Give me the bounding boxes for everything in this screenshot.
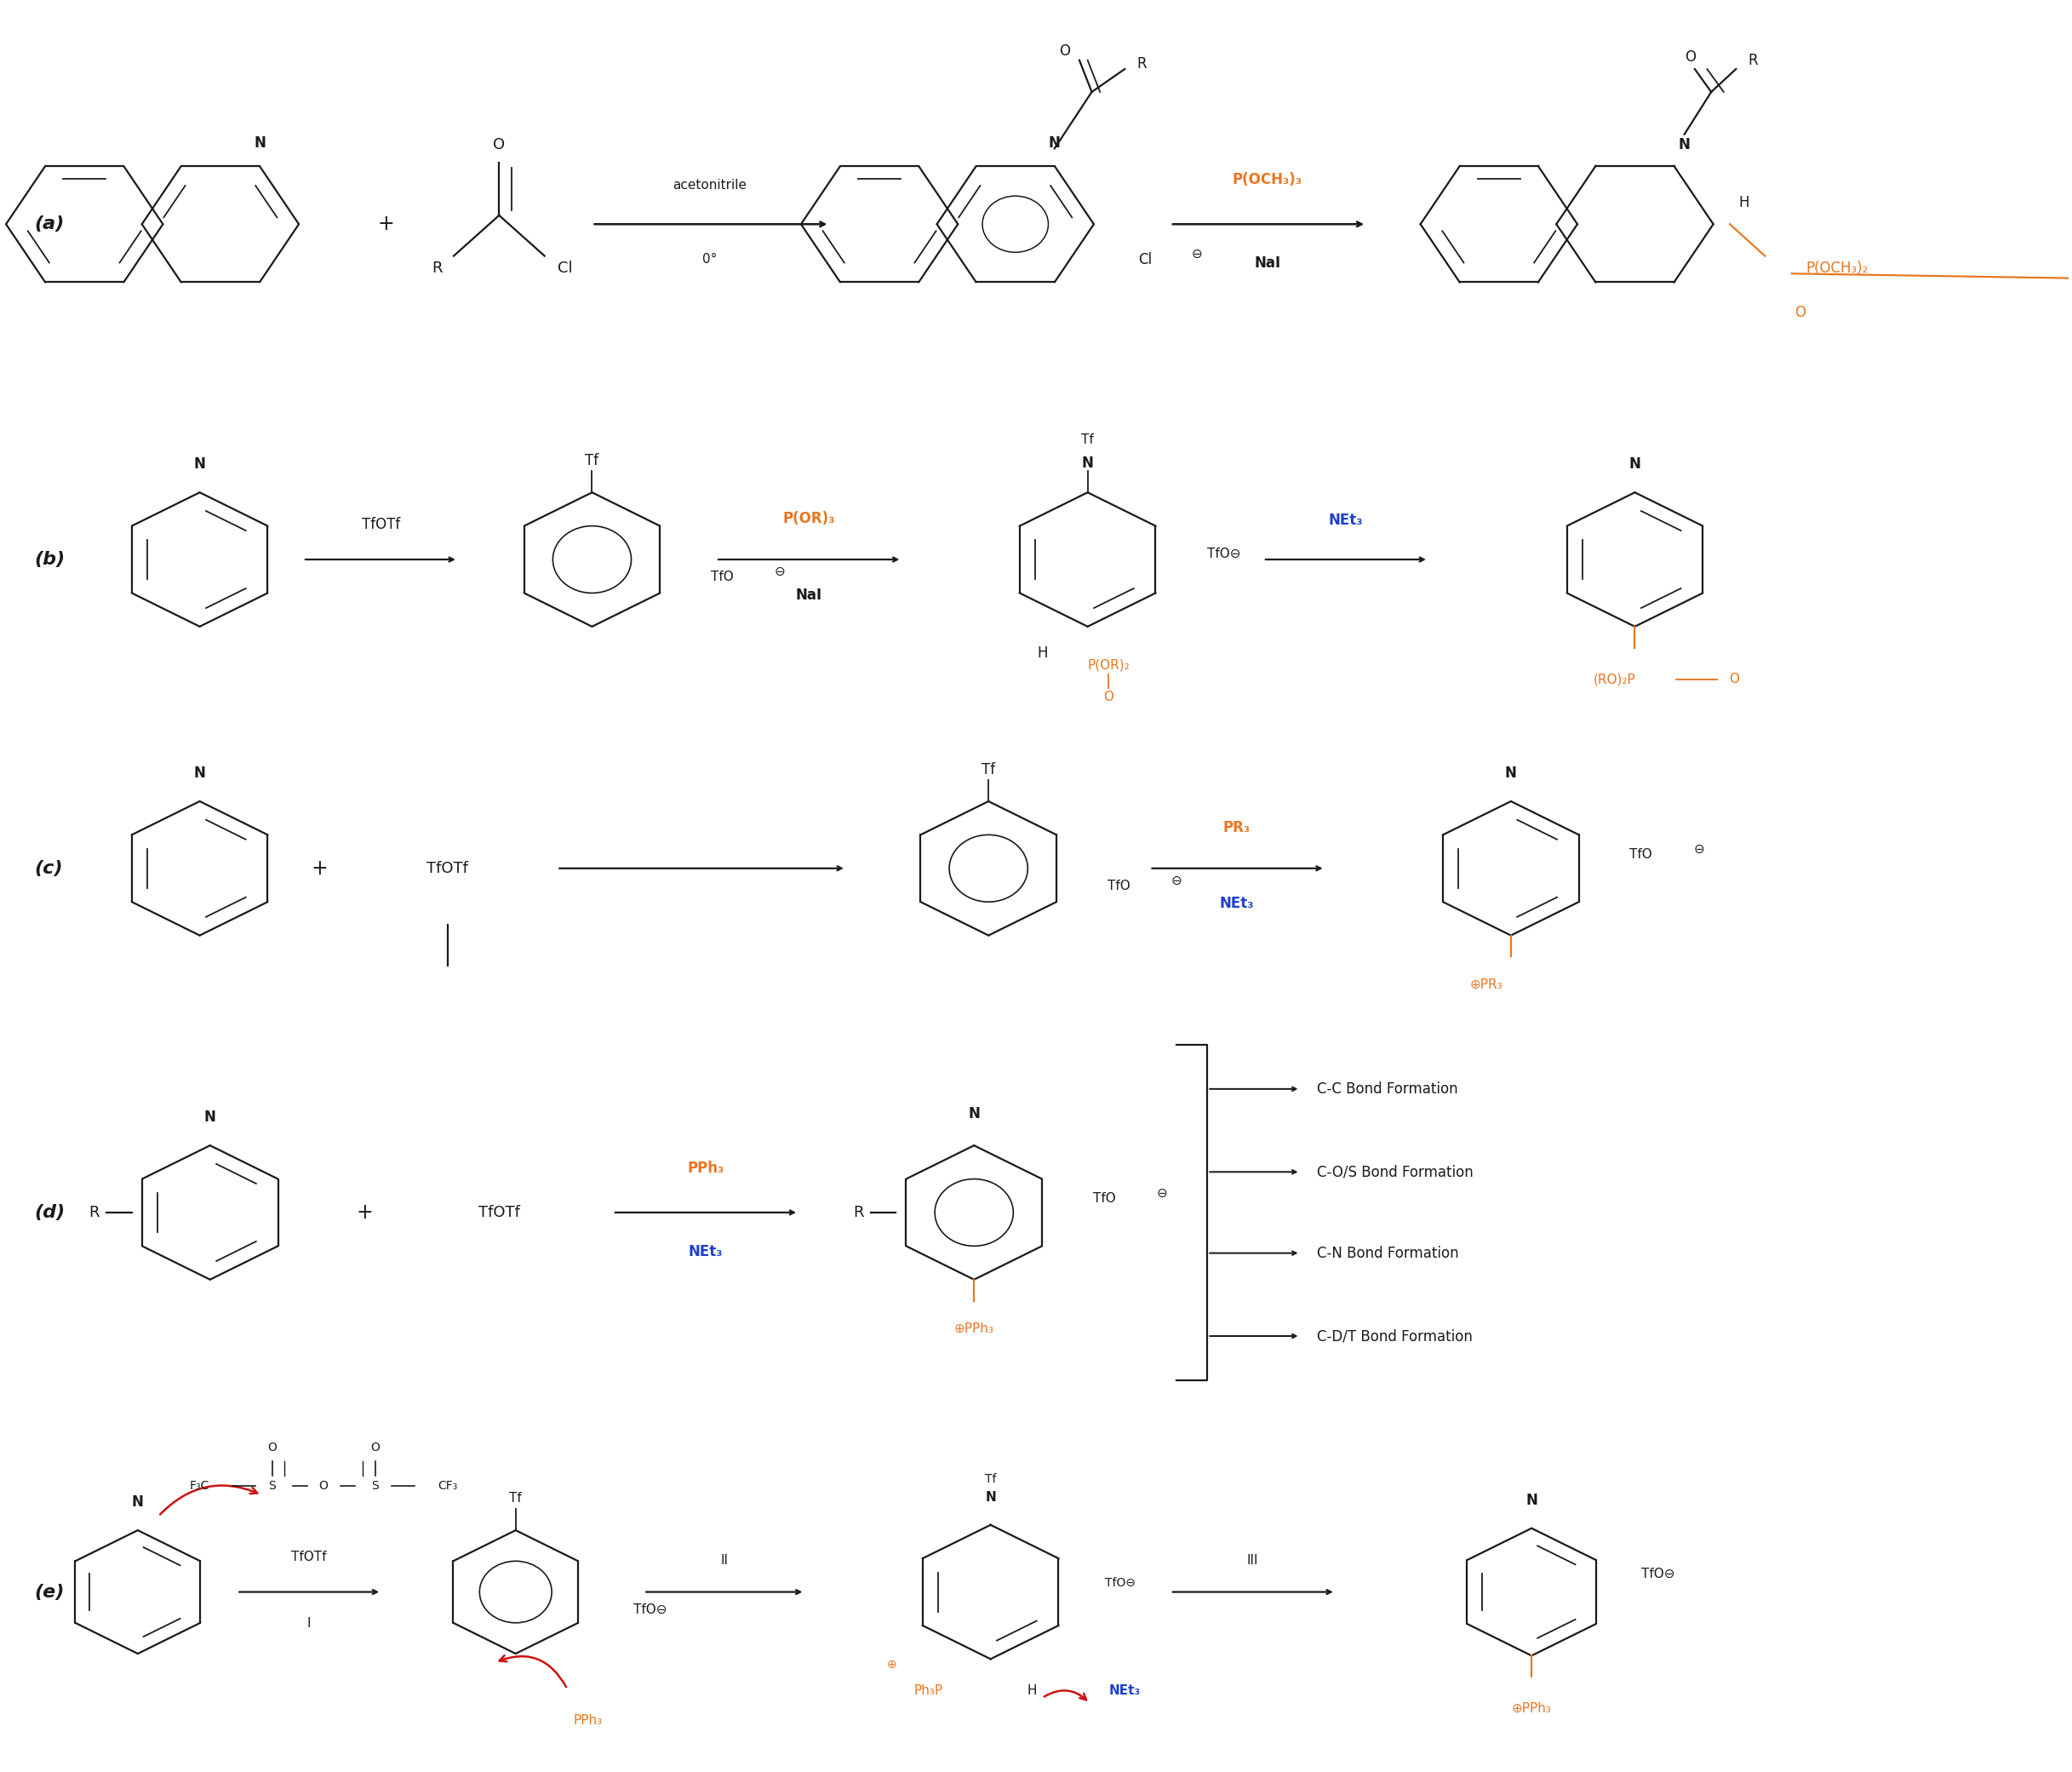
Text: acetonitrile: acetonitrile	[673, 179, 746, 191]
Text: S: S	[371, 1480, 379, 1492]
Text: ⊖: ⊖	[1693, 842, 1705, 856]
Text: N: N	[1629, 457, 1641, 471]
Text: N: N	[1504, 766, 1517, 781]
FancyArrowPatch shape	[1044, 1690, 1086, 1699]
Text: N: N	[195, 457, 205, 471]
Text: TfO: TfO	[1631, 847, 1651, 861]
Text: NEt₃: NEt₃	[1328, 514, 1363, 528]
Text: O: O	[1794, 305, 1805, 321]
Text: NEt₃: NEt₃	[688, 1244, 723, 1258]
Text: CF₃: CF₃	[437, 1480, 458, 1492]
Text: P(OCH₃)₃: P(OCH₃)₃	[1233, 172, 1301, 188]
Text: TfOTf: TfOTf	[292, 1550, 327, 1563]
Text: Tf: Tf	[584, 454, 599, 468]
Text: TfO: TfO	[711, 571, 733, 583]
Text: ⊖: ⊖	[1156, 1187, 1167, 1200]
Text: O: O	[1102, 691, 1113, 703]
Text: O: O	[319, 1480, 327, 1492]
Text: ⊖: ⊖	[1191, 248, 1202, 260]
Text: C-O/S Bond Formation: C-O/S Bond Formation	[1318, 1164, 1473, 1180]
Text: N: N	[968, 1106, 980, 1122]
Text: C-N Bond Formation: C-N Bond Formation	[1318, 1246, 1459, 1260]
Text: TfOTf: TfOTf	[427, 861, 468, 875]
Text: N: N	[133, 1494, 143, 1510]
Text: ⊕PR₃: ⊕PR₃	[1469, 978, 1502, 991]
Text: PPh₃: PPh₃	[688, 1161, 723, 1177]
Text: N: N	[205, 1109, 215, 1125]
Text: O: O	[267, 1441, 278, 1453]
Text: PR₃: PR₃	[1222, 820, 1249, 835]
Text: Cl: Cl	[557, 260, 572, 276]
Text: R: R	[854, 1205, 864, 1221]
Text: +: +	[311, 858, 327, 879]
Text: I: I	[307, 1618, 311, 1630]
Text: O: O	[371, 1441, 379, 1453]
Text: NaI: NaI	[796, 587, 823, 602]
Text: S: S	[267, 1480, 276, 1492]
Text: Tf: Tf	[982, 762, 995, 778]
Text: O: O	[1685, 50, 1697, 64]
Text: TfO: TfO	[1106, 879, 1129, 893]
Text: TfOTf: TfOTf	[479, 1205, 520, 1221]
Text: R: R	[1135, 57, 1146, 71]
Text: +: +	[356, 1201, 373, 1223]
Text: TfO⊖: TfO⊖	[1104, 1577, 1135, 1589]
Text: O: O	[1728, 673, 1738, 686]
Text: (c): (c)	[35, 859, 62, 877]
Text: C-D/T Bond Formation: C-D/T Bond Formation	[1318, 1329, 1473, 1343]
Text: TfO⊖: TfO⊖	[1208, 548, 1241, 560]
Text: NEt₃: NEt₃	[1109, 1685, 1142, 1698]
Text: N: N	[1082, 455, 1094, 471]
Text: R: R	[1747, 53, 1757, 67]
Text: P(OR)₂: P(OR)₂	[1088, 659, 1129, 672]
Text: O: O	[493, 136, 506, 152]
Text: TfO: TfO	[1092, 1193, 1115, 1205]
Text: 0°: 0°	[702, 253, 717, 266]
Text: P(OCH₃)₂: P(OCH₃)₂	[1807, 260, 1869, 276]
Text: (d): (d)	[35, 1203, 66, 1221]
Text: Tf: Tf	[984, 1473, 997, 1485]
Text: III: III	[1247, 1554, 1258, 1566]
Text: (a): (a)	[35, 216, 64, 232]
Text: Tf: Tf	[510, 1492, 522, 1504]
Text: N: N	[195, 766, 205, 781]
Text: TfO⊖: TfO⊖	[1641, 1568, 1674, 1581]
Text: F₃C: F₃C	[191, 1480, 209, 1492]
FancyArrowPatch shape	[499, 1655, 566, 1687]
Text: NaI: NaI	[1254, 255, 1280, 271]
FancyArrowPatch shape	[160, 1485, 257, 1515]
Text: H: H	[1738, 195, 1749, 211]
Text: R: R	[431, 260, 443, 276]
Text: TfO⊖: TfO⊖	[632, 1604, 667, 1616]
Text: N: N	[1678, 136, 1691, 152]
Text: Tf: Tf	[1082, 432, 1094, 447]
Text: (RO)₂P: (RO)₂P	[1593, 673, 1635, 686]
Text: Ph₃P: Ph₃P	[914, 1685, 943, 1698]
Text: ⊖: ⊖	[775, 565, 785, 578]
Text: +: +	[377, 214, 394, 234]
Text: II: II	[721, 1554, 727, 1566]
Text: N: N	[1048, 135, 1061, 151]
Text: Cl: Cl	[1140, 252, 1152, 268]
Text: TfOTf: TfOTf	[363, 516, 400, 532]
Text: ⊕: ⊕	[887, 1659, 897, 1671]
Text: (e): (e)	[35, 1584, 64, 1600]
Text: H: H	[1036, 645, 1048, 661]
Text: N: N	[253, 135, 265, 151]
Text: ⊕PPh₃: ⊕PPh₃	[953, 1322, 995, 1336]
Text: N: N	[1525, 1492, 1537, 1508]
Text: ⊕PPh₃: ⊕PPh₃	[1513, 1703, 1552, 1715]
Text: NEt₃: NEt₃	[1218, 897, 1254, 911]
Text: P(OR)₃: P(OR)₃	[783, 512, 835, 526]
Text: C-C Bond Formation: C-C Bond Formation	[1318, 1081, 1459, 1097]
Text: (b): (b)	[35, 551, 66, 569]
Text: ⊖: ⊖	[1171, 874, 1181, 888]
Text: N: N	[984, 1490, 997, 1504]
Text: PPh₃: PPh₃	[574, 1714, 603, 1728]
Text: O: O	[1059, 44, 1071, 58]
Text: H: H	[1028, 1685, 1036, 1698]
Text: R: R	[89, 1205, 99, 1221]
